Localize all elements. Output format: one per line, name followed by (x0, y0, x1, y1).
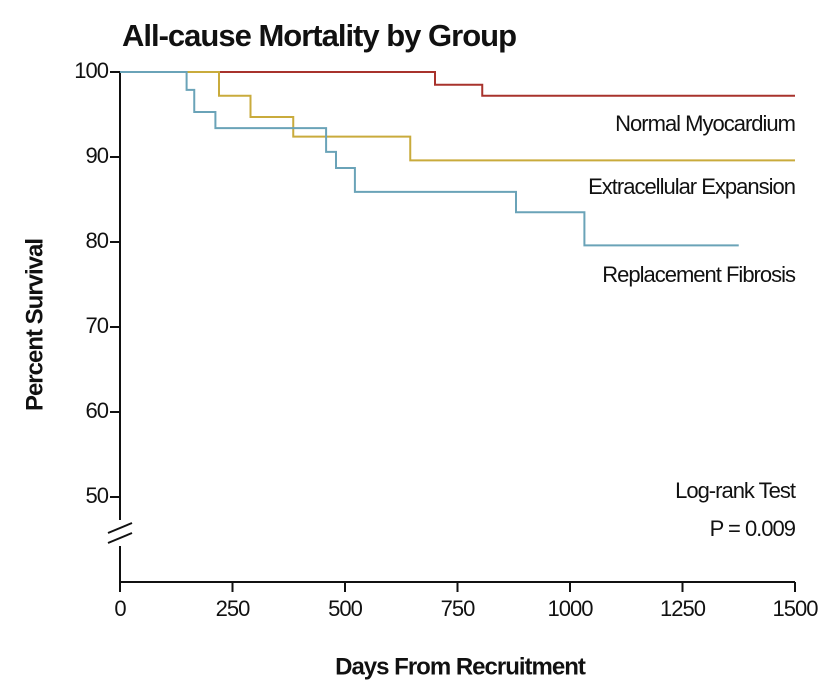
x-tick-label: 750 (441, 596, 475, 621)
annotation: Log-rank Test (675, 478, 796, 503)
y-tick-label: 70 (86, 313, 109, 338)
x-tick-label: 1500 (773, 596, 819, 621)
x-tick-label: 1250 (660, 596, 706, 621)
survival-line (120, 71, 795, 97)
x-tick-label: 500 (328, 596, 362, 621)
y-tick-label: 100 (74, 58, 108, 83)
y-tick-label: 90 (86, 143, 109, 168)
series-label: Normal Myocardium (615, 111, 795, 136)
survival-line (120, 71, 739, 247)
survival-line (120, 71, 795, 162)
y-tick-label: 60 (86, 398, 109, 423)
y-tick-label: 80 (86, 228, 109, 253)
series-label: Extracellular Expansion (588, 174, 795, 199)
y-axis-label: Percent Survival (21, 239, 48, 411)
y-tick-label: 50 (86, 483, 109, 508)
x-tick-label: 250 (216, 596, 250, 621)
x-tick-label: 0 (114, 596, 126, 621)
chart-title: All-cause Mortality by Group (122, 18, 516, 53)
series-label: Replacement Fibrosis (602, 262, 796, 287)
x-axis-label: Days From Recruitment (335, 653, 586, 680)
annotation: P = 0.009 (710, 516, 796, 541)
x-tick-label: 1000 (548, 596, 594, 621)
axis-break (107, 522, 133, 544)
